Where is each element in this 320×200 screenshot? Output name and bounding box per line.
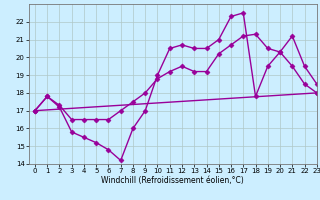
X-axis label: Windchill (Refroidissement éolien,°C): Windchill (Refroidissement éolien,°C)	[101, 176, 244, 185]
